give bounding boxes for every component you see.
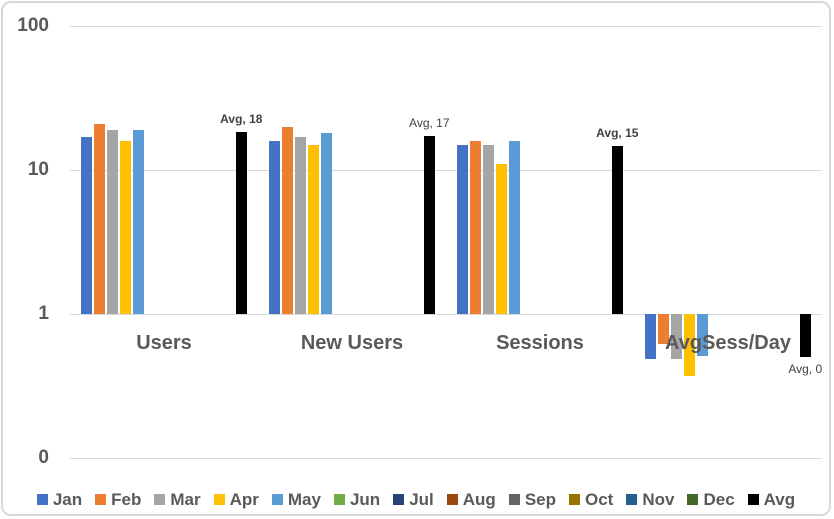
legend-swatch-dec bbox=[687, 493, 699, 505]
legend-item-mar: Mar bbox=[154, 489, 201, 509]
legend-swatch-aug bbox=[446, 493, 458, 505]
category-label-new-users: New Users bbox=[300, 332, 404, 354]
legend-label-feb: Feb bbox=[111, 489, 142, 509]
legend-swatch-mar bbox=[154, 493, 166, 505]
y-axis-tick-label-0: 0 bbox=[38, 447, 49, 468]
legend-label-oct: Oct bbox=[585, 489, 614, 509]
legend-item-nov: Nov bbox=[626, 491, 674, 508]
bar-mar-new-users bbox=[294, 136, 306, 314]
legend-label-may: May bbox=[287, 489, 321, 509]
gridline-100 bbox=[70, 26, 822, 27]
y-axis-tick-label-1: 1 bbox=[38, 303, 49, 324]
legend-swatch-oct bbox=[569, 493, 580, 505]
legend-swatch-avg bbox=[747, 493, 759, 505]
bar-feb-new-users bbox=[281, 126, 293, 314]
bar-jan-new-users bbox=[269, 140, 280, 314]
bar-jan-sessions bbox=[457, 144, 468, 314]
bar-avg-new-users bbox=[423, 136, 435, 314]
legend-item-aug: Aug bbox=[446, 489, 496, 509]
bar-mar-sessions bbox=[482, 144, 494, 314]
legend-item-may: May bbox=[271, 489, 321, 509]
legend-swatch-feb bbox=[95, 493, 107, 505]
legend-swatch-jun bbox=[333, 493, 345, 505]
bar-may-avgsess-day bbox=[696, 314, 708, 357]
legend-label-apr: Apr bbox=[229, 489, 259, 509]
y-axis-tick-label-100: 100 bbox=[17, 15, 49, 36]
bar-may-users bbox=[132, 129, 144, 314]
gridline-0 bbox=[70, 458, 822, 459]
bar-feb-sessions bbox=[469, 140, 481, 314]
avg-data-label-users: Avg, 18 bbox=[220, 111, 263, 126]
legend-swatch-sep bbox=[508, 493, 520, 505]
legend-swatch-jan bbox=[36, 493, 48, 505]
legend-label-sep: Sep bbox=[524, 489, 556, 509]
category-label-sessions: Sessions bbox=[496, 332, 584, 354]
legend-item-sep: Sep bbox=[508, 489, 556, 509]
legend-item-dec: Dec bbox=[687, 489, 735, 509]
legend-label-jan: Jan bbox=[52, 489, 83, 509]
legend-label-aug: Aug bbox=[462, 489, 496, 509]
bar-apr-avgsess-day bbox=[683, 314, 695, 377]
bar-apr-sessions bbox=[495, 164, 507, 314]
legend-swatch-jul bbox=[393, 493, 405, 505]
category-label-users: Users bbox=[136, 332, 192, 354]
bar-apr-users bbox=[119, 140, 131, 314]
bar-feb-users bbox=[93, 123, 105, 314]
bar-avg-avgsess-day bbox=[799, 314, 811, 358]
legend-item-jan: Jan bbox=[36, 489, 83, 509]
bar-jan-avgsess-day bbox=[645, 314, 656, 359]
legend-label-mar: Mar bbox=[170, 489, 201, 509]
bar-may-sessions bbox=[508, 140, 520, 314]
bar-feb-avgsess-day bbox=[657, 314, 669, 344]
bar-mar-avgsess-day bbox=[670, 314, 682, 359]
legend-label-jun: Jun bbox=[349, 489, 381, 509]
legend-item-jul: Jul bbox=[393, 491, 434, 508]
legend-swatch-nov bbox=[626, 493, 638, 505]
legend-item-oct: Oct bbox=[569, 491, 613, 508]
legend-label-avg: Avg bbox=[763, 489, 796, 509]
bar-mar-users bbox=[106, 129, 118, 314]
legend-label-jul: Jul bbox=[409, 489, 434, 509]
y-axis-tick-label-10: 10 bbox=[27, 159, 49, 180]
legend: Jan Feb Mar Apr May Jun Jul Aug Sep Oct Nov Dec Avg bbox=[3, 486, 829, 512]
bar-avg-sessions bbox=[611, 146, 623, 314]
legend-item-jun: Jun bbox=[333, 489, 381, 509]
legend-item-feb: Feb bbox=[95, 491, 141, 508]
gridline-1 bbox=[70, 314, 822, 315]
bar-may-new-users bbox=[320, 133, 332, 314]
gridline-10 bbox=[70, 170, 822, 171]
legend-label-dec: Dec bbox=[703, 489, 735, 509]
category-label-avgsess-day: AvgSess/Day bbox=[665, 332, 791, 354]
bar-jan-users bbox=[81, 136, 92, 314]
avg-data-label-sessions: Avg, 15 bbox=[596, 126, 639, 141]
plot-area: 100 10 1 0 Avg, 18 Avg, 17 Avg, 15 Avg, 0 Users N… bbox=[3, 3, 829, 514]
legend-item-avg: Avg bbox=[747, 489, 796, 509]
bar-avg-users bbox=[235, 131, 247, 314]
legend-swatch-apr bbox=[213, 493, 225, 505]
bar-apr-new-users bbox=[307, 144, 319, 314]
avg-data-label-avgsess-day: Avg, 0 bbox=[788, 362, 823, 377]
legend-swatch-may bbox=[271, 493, 283, 505]
avg-data-label-new-users: Avg, 17 bbox=[409, 116, 450, 131]
legend-item-apr: Apr bbox=[213, 489, 259, 509]
legend-label-nov: Nov bbox=[642, 489, 675, 509]
